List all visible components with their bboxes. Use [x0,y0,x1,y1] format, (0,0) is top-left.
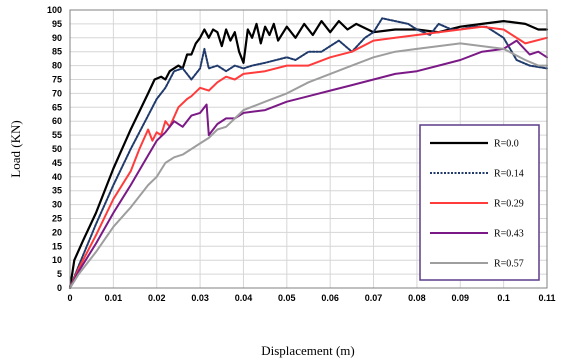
x-tick-label: 0.03 [191,293,209,303]
legend-items: R=0.0 R=0.14 R=0.29 R=0.43 R=0.57 [430,139,524,270]
series-line-r-0-29 [69,25,548,289]
y-tick-label: 85 [52,47,62,57]
y-tick-labels: 0 5 10 15 20 25 30 35 40 45 50 55 60 65 70 75 80 85 90 95 10… [47,5,62,293]
x-tick-label: 0.02 [148,293,166,303]
x-axis-title: Displacement (m) [261,343,355,358]
x-tick-label: 0.09 [452,293,470,303]
y-tick-label: 15 [52,241,62,251]
y-tick-label: 50 [52,144,62,154]
plot-frame [69,9,548,289]
legend-label: R=0.57 [494,259,524,270]
x-tick-label: 0.04 [235,293,253,303]
y-tick-label: 40 [52,172,62,182]
y-tick-label: 10 [52,255,62,265]
legend-label: R=0.0 [494,139,519,150]
y-tick-label: 55 [52,130,62,140]
y-tick-label: 25 [52,214,62,224]
x-tick-labels: 0 0.01 0.02 0.03 0.04 0.05 0.06 0.07 0.08 0.09 0.1… [67,293,555,303]
x-tick-label: 0.01 [105,293,123,303]
y-tick-label: 30 [52,200,62,210]
x-tick-label: 0.07 [365,293,383,303]
x-tick-label: 0 [67,293,72,303]
y-tick-label: 45 [52,158,62,168]
y-axis-title: Load (KN) [8,120,23,177]
y-tick-label: 90 [52,33,62,43]
series-layer [68,17,549,290]
y-tick-label: 100 [47,5,62,15]
y-tick-label: 35 [52,186,62,196]
x-tick-label: 0.06 [321,293,339,303]
x-tick-label: 0.05 [278,293,296,303]
legend-label: R=0.29 [494,199,524,210]
x-tick-label: 0.1 [497,293,510,303]
y-tick-label: 0 [57,283,62,293]
x-tick-label: 0.08 [408,293,426,303]
legend-label: R=0.14 [494,169,524,180]
y-tick-label: 75 [52,75,62,85]
y-tick-label: 65 [52,102,62,112]
series-line-r-0-57 [69,42,548,289]
y-tick-label: 70 [52,88,62,98]
y-tick-label: 80 [52,61,62,71]
y-tick-label: 20 [52,227,62,237]
x-tick-label: 0.11 [538,293,555,303]
series-line-r-0-14 [69,17,548,289]
legend-label: R=0.43 [494,229,524,240]
legend: R=0.0 R=0.14 R=0.29 R=0.43 R=0.57 [419,124,540,281]
y-tick-label: 60 [52,116,62,126]
series-line-r-0-0 [68,20,549,290]
y-tick-label: 5 [57,269,62,279]
y-tick-label: 95 [52,19,62,29]
